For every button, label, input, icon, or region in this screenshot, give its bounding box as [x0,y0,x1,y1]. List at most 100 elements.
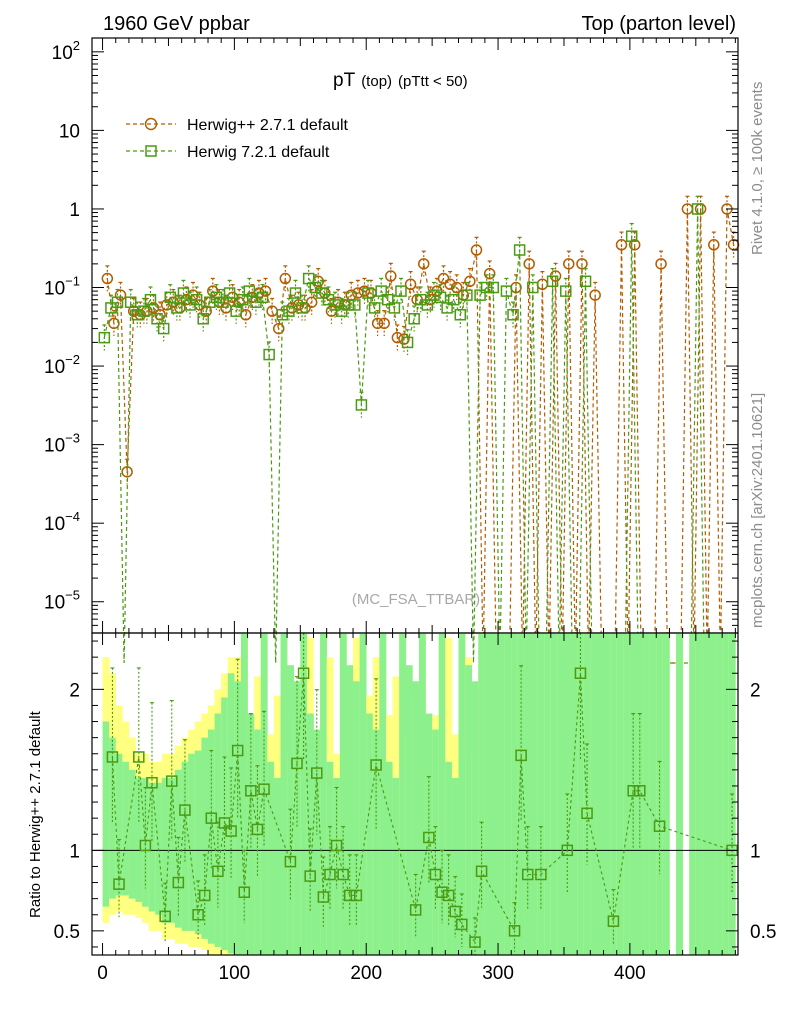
band-green [451,777,459,955]
band-green [557,633,565,955]
point-herwig7 [164,291,177,304]
point-herwig7 [111,296,124,308]
band-green [531,633,538,955]
ratio-point [581,807,593,820]
ratio-point [337,868,349,881]
point-herwig7 [223,287,236,299]
legend-entry-herwig7: Herwig 7.2.1 default [126,144,330,161]
band-green [148,782,156,912]
point-herwig7 [190,293,203,306]
point-herwigpp [154,308,166,321]
band-green [715,633,723,955]
band-green [320,633,327,955]
band-green [702,633,710,955]
band-green [596,633,604,955]
point-herwig7 [302,272,315,285]
band-green [432,729,440,955]
y-tick-label-exponent: −4 [65,509,80,524]
point-herwig7 [138,305,150,317]
band-green [722,633,730,955]
point-herwig7 [474,289,486,301]
band-green [346,665,354,955]
ratio-point [258,783,270,795]
ratio-point [139,839,152,852]
ratio-point [251,823,264,836]
point-herwig7 [375,285,387,297]
point-herwig7 [487,281,500,294]
point-herwig7 [447,293,460,306]
band-green [385,761,393,955]
ratio-point [311,767,323,779]
ratio-y-tick-label-left: 2 [69,680,80,701]
band-green [504,633,512,955]
y-tick-label-exponent: −1 [65,274,80,289]
ratio-point [317,891,330,903]
mcplots-credit-label: mcplots.cern.ch [arXiv:2401.10621] [749,393,766,628]
point-herwig7 [368,302,381,314]
point-herwig7 [243,285,256,297]
y-tick-label: 10 [59,121,80,142]
point-herwig7 [560,285,572,297]
band-green [240,633,248,955]
ratio-point [429,868,442,881]
point-herwigpp [576,258,588,270]
series-line-herwig7 [103,208,731,664]
band-green [550,633,558,955]
point-herwigpp [385,270,397,282]
point-herwig7 [382,293,394,306]
point-herwigpp [589,289,601,301]
point-herwig7 [395,285,407,297]
band-green [458,633,466,955]
point-herwigpp [371,317,384,330]
legend-label-herwig7: Herwig 7.2.1 default [187,144,330,161]
ratio-point [297,667,310,679]
band-green [109,737,117,899]
ratio-point [350,889,363,902]
point-herwig7 [131,308,144,321]
x-tick-label: 100 [219,963,251,984]
point-herwigpp [708,239,720,251]
ratio-point [456,918,468,931]
ratio-point [133,751,145,763]
point-herwigpp [681,203,694,215]
band-green [115,753,123,896]
ratio-series-layer [106,632,738,955]
point-herwigpp [292,299,305,311]
band-green [273,777,281,955]
band-green [418,633,426,955]
point-herwig7 [428,289,440,301]
ratio-point [304,870,316,882]
analysis-watermark: (MC_FSA_TTBAR) [352,591,480,608]
point-herwig7 [256,291,269,304]
y-tick-label-exponent: −3 [65,431,80,446]
main-axis-ticks [92,38,738,634]
ratio-point [475,865,488,878]
y-tick-label-base: 10 [52,43,73,64]
band-green [623,633,631,955]
point-herwig7 [151,313,163,325]
point-herwigpp [470,244,483,256]
point-herwig7 [171,302,183,314]
band-green [194,750,202,935]
point-herwig7 [454,308,467,321]
band-green [689,633,697,955]
point-herwig7 [546,275,559,288]
point-herwig7 [500,285,513,297]
ratio-point [238,886,251,898]
band-green [465,665,472,955]
point-herwigpp [404,278,417,291]
ratio-point [146,776,158,789]
ratio-panel: 2 2 1 1 0.5 0.5 0 100 200 300 400 [54,632,776,984]
band-green [181,761,189,931]
point-herwigpp [431,285,443,297]
ratio-point [225,825,237,837]
ratio-point [561,844,574,857]
point-herwigpp [444,278,456,291]
ratio-point [515,749,527,762]
ratio-y-tick-label-right: 2 [750,680,761,701]
band-green [491,633,499,955]
ratio-point [330,839,343,852]
ratio-y-tick-label-right: 1 [750,841,761,862]
